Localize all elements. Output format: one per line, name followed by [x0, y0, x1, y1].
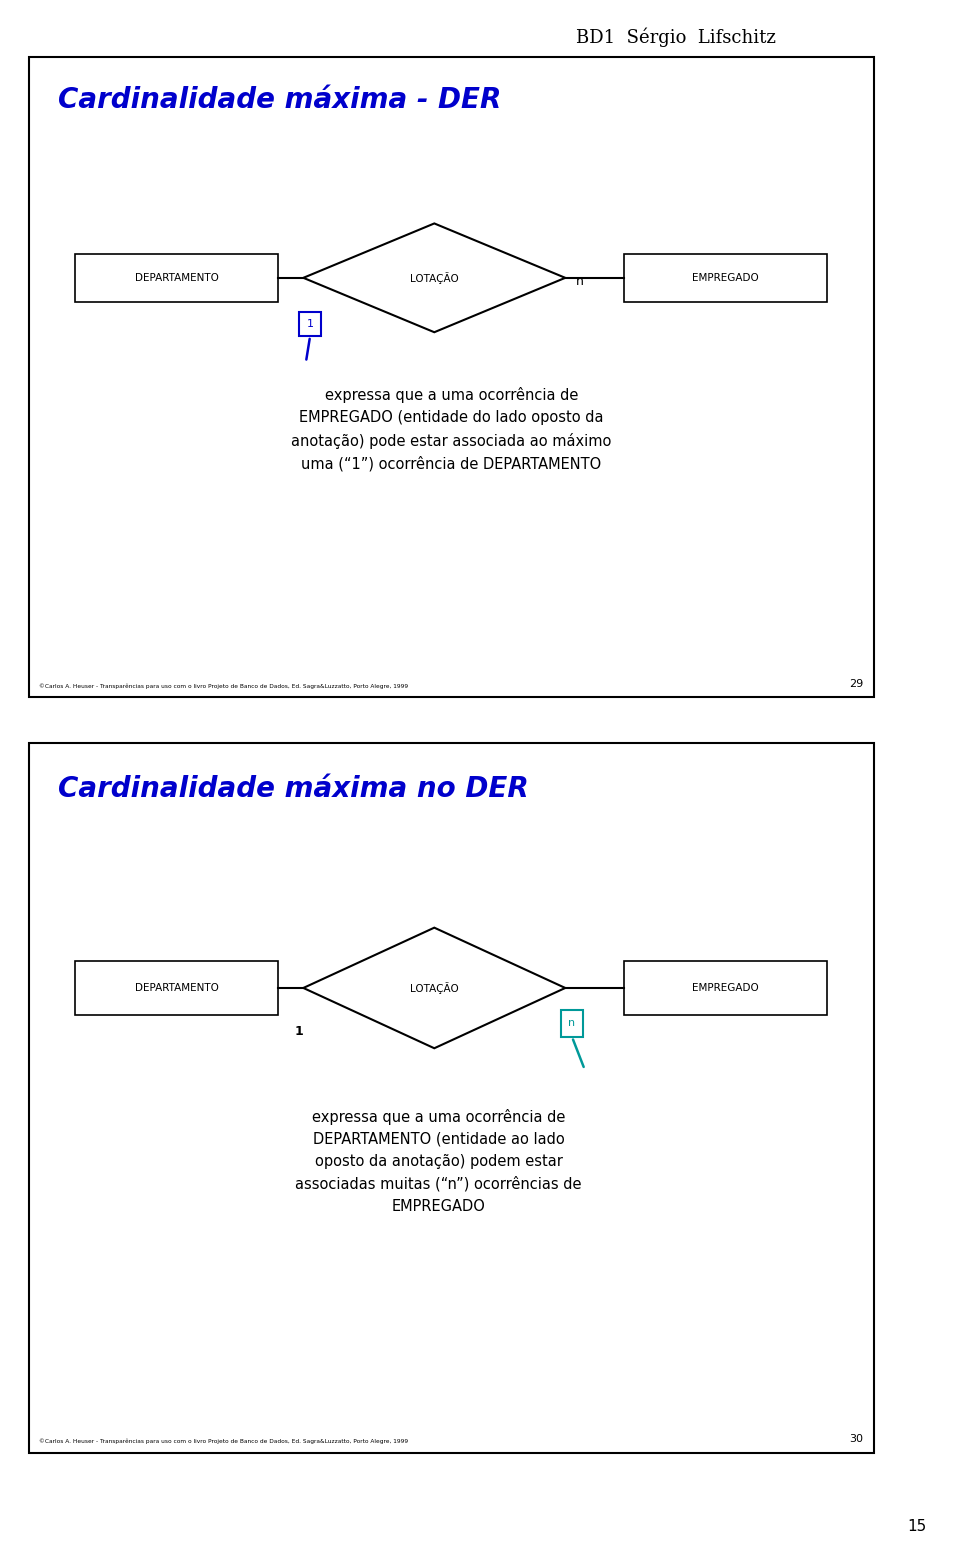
Bar [624, 254, 828, 302]
Text: LOTAÇÃO: LOTAÇÃO [410, 982, 459, 995]
Bar [300, 311, 321, 336]
Bar [75, 254, 278, 302]
Text: EMPREGADO: EMPREGADO [692, 273, 759, 282]
Text: DEPARTAMENTO: DEPARTAMENTO [134, 273, 219, 282]
Text: 29: 29 [850, 680, 863, 689]
Text: expressa que a uma ocorrência de
EMPREGADO (entidade do lado oposto da
anotação): expressa que a uma ocorrência de EMPREGA… [291, 387, 612, 472]
Text: 1: 1 [295, 1025, 303, 1038]
Bar [561, 1010, 583, 1036]
Text: DEPARTAMENTO: DEPARTAMENTO [134, 982, 219, 993]
Text: 1: 1 [306, 319, 314, 328]
Text: ©Carlos A. Heuser - Transparências para uso com o livro Projeto de Banco de Dado: ©Carlos A. Heuser - Transparências para … [39, 683, 408, 689]
Text: LOTAÇÃO: LOTAÇÃO [410, 271, 459, 284]
Text: 30: 30 [850, 1434, 863, 1443]
Text: n: n [568, 1018, 576, 1029]
Text: Cardinalidade máxima no DER: Cardinalidade máxima no DER [59, 776, 529, 803]
Text: expressa que a uma ocorrência de
DEPARTAMENTO (entidade ao lado
oposto da anotaç: expressa que a uma ocorrência de DEPARTA… [296, 1109, 582, 1214]
Text: Cardinalidade máxima - DER: Cardinalidade máxima - DER [59, 86, 502, 114]
Text: 15: 15 [907, 1519, 926, 1534]
Text: BD1  Sérgio  Lifschitz: BD1 Sérgio Lifschitz [576, 28, 776, 48]
Bar [75, 961, 278, 1015]
Text: n: n [575, 274, 584, 287]
Bar [624, 961, 828, 1015]
Polygon shape [303, 928, 565, 1049]
Text: ©Carlos A. Heuser - Transparências para uso com o livro Projeto de Banco de Dado: ©Carlos A. Heuser - Transparências para … [39, 1439, 408, 1443]
Polygon shape [303, 224, 565, 332]
Text: EMPREGADO: EMPREGADO [692, 982, 759, 993]
